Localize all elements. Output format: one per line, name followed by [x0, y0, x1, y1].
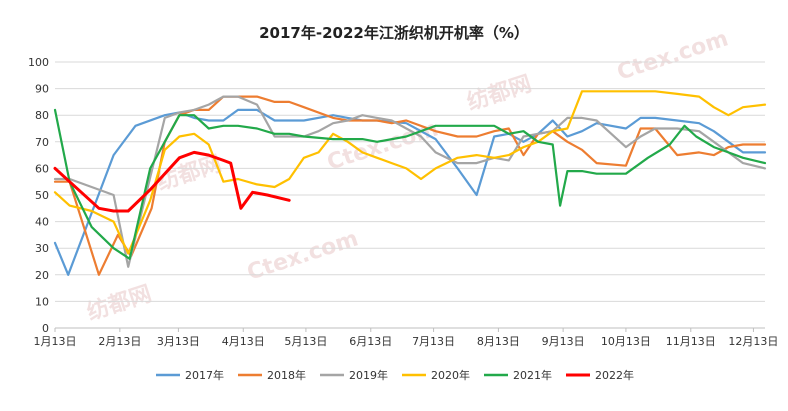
y-tick-label: 50 — [35, 189, 49, 202]
y-tick-label: 20 — [35, 269, 49, 282]
chart-title: 2017年-2022年江浙织机开机率（%） — [259, 24, 529, 42]
x-tick-label: 11月13日 — [666, 335, 716, 348]
series-lines — [53, 90, 767, 276]
x-tick-label: 1月13日 — [34, 335, 77, 348]
legend-label: 2020年 — [431, 368, 470, 382]
y-tick-label: 70 — [35, 136, 49, 149]
legend-label: 2022年 — [595, 368, 634, 382]
watermark-text: Ctex.com — [244, 226, 361, 285]
x-tick-label: 9月13日 — [542, 335, 585, 348]
y-tick-label: 90 — [35, 83, 49, 96]
series-line-6 — [53, 150, 291, 213]
series-line-4 — [53, 90, 767, 255]
y-tick-label: 80 — [35, 109, 49, 122]
legend-label: 2018年 — [267, 368, 306, 382]
y-tick-label: 60 — [35, 162, 49, 175]
x-tick-label: 5月13日 — [284, 335, 327, 348]
y-tick-label: 10 — [35, 295, 49, 308]
x-tick-label: 12月13日 — [728, 335, 778, 348]
x-axis: 1月13日 2月13日 3月13日 4月13日 5月13日 6月13日 7月13日 8月13日… — [34, 327, 778, 348]
x-tick-label: 4月13日 — [222, 335, 265, 348]
watermark-text: Ctex.com — [324, 116, 441, 175]
watermark-text: 纺都网 — [464, 71, 535, 116]
legend-label: 2021年 — [513, 368, 552, 382]
y-tick-label: 40 — [35, 216, 49, 229]
y-tick-label: 100 — [28, 56, 49, 69]
y-tick-label: 30 — [35, 242, 49, 255]
x-tick-label: 8月13日 — [477, 335, 520, 348]
watermark-text: Ctex.com — [614, 26, 731, 85]
x-tick-label: 7月13日 — [412, 335, 455, 348]
series-line-3 — [53, 95, 767, 268]
y-axis: 0 10 20 30 40 50 60 70 80 90 100 — [28, 56, 49, 335]
x-tick-label: 2月13日 — [98, 335, 141, 348]
x-tick-label: 6月13日 — [349, 335, 392, 348]
legend-label: 2017年 — [185, 368, 224, 382]
x-tick-label: 10月13日 — [601, 335, 651, 348]
legend-label: 2019年 — [349, 368, 388, 382]
legend: 2017年 2018年 2019年 2020年 2021年 2022年 — [156, 368, 634, 382]
x-tick-label: 3月13日 — [157, 335, 200, 348]
series-line-5 — [53, 108, 767, 260]
y-tick-label: 0 — [42, 322, 49, 335]
watermark-text: 纺都网 — [84, 281, 155, 326]
